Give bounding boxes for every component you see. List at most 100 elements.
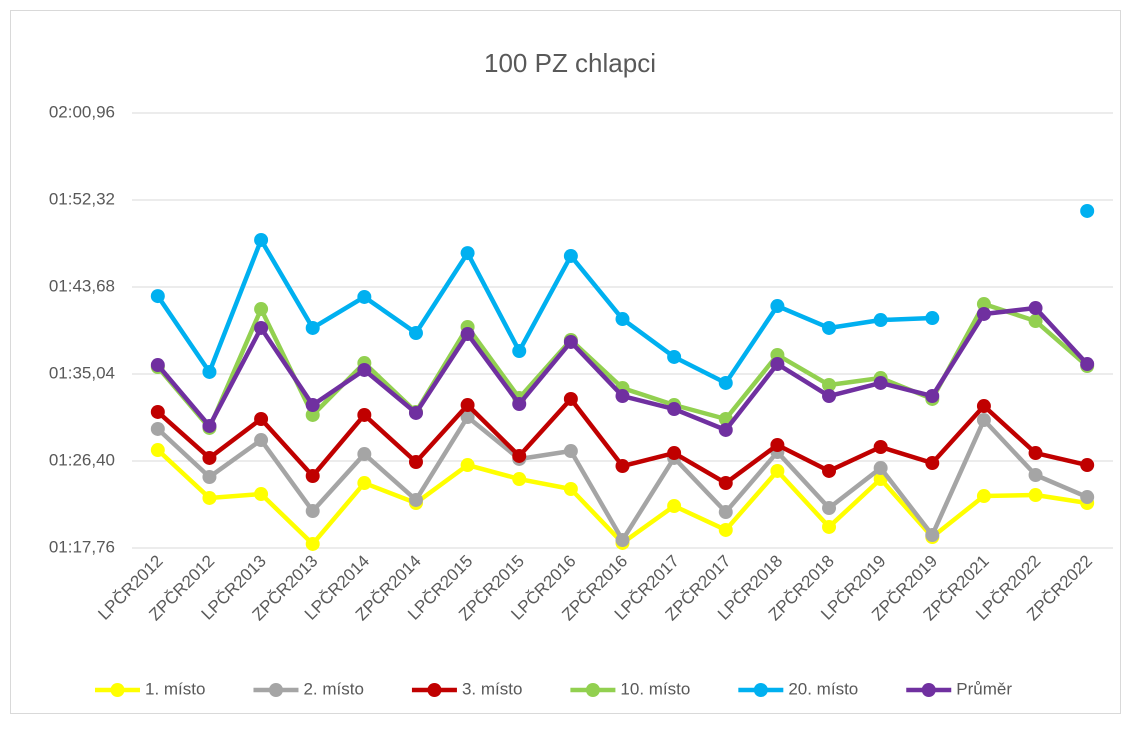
data-point <box>770 437 785 452</box>
data-point <box>718 375 733 390</box>
y-tick-label: 02:00,96 <box>49 102 115 121</box>
data-point <box>976 413 991 428</box>
data-point <box>615 459 630 474</box>
data-point <box>254 433 269 448</box>
data-point <box>202 470 217 485</box>
data-point <box>202 364 217 379</box>
legend-marker <box>921 683 936 697</box>
data-point <box>563 481 578 496</box>
data-point <box>718 476 733 491</box>
legend-label: 20. místo <box>788 679 858 698</box>
data-point <box>563 334 578 349</box>
legend-label: 2. místo <box>303 679 363 698</box>
data-point <box>563 391 578 406</box>
data-point <box>667 402 682 417</box>
data-point <box>357 476 372 491</box>
data-point <box>976 306 991 321</box>
data-point <box>254 487 269 502</box>
data-point <box>305 469 320 484</box>
data-point <box>563 248 578 263</box>
data-point <box>460 327 475 342</box>
data-point <box>460 398 475 413</box>
data-point <box>615 533 630 548</box>
y-tick-label: 01:26,40 <box>49 450 115 469</box>
data-point <box>873 313 888 328</box>
data-point <box>925 528 940 543</box>
data-point <box>305 536 320 551</box>
data-point <box>1080 490 1095 505</box>
series-line <box>155 237 933 386</box>
data-point <box>150 358 165 373</box>
data-point <box>1028 446 1043 461</box>
data-point <box>718 422 733 437</box>
data-point <box>770 357 785 372</box>
data-point <box>667 499 682 514</box>
legend-label: 3. místo <box>462 679 522 698</box>
data-point <box>822 389 837 404</box>
data-point <box>718 505 733 520</box>
data-point <box>254 232 269 247</box>
data-point <box>408 455 423 470</box>
data-point <box>460 458 475 473</box>
data-point <box>1080 357 1095 372</box>
data-point <box>150 421 165 436</box>
data-point <box>873 375 888 390</box>
data-point <box>1080 458 1095 473</box>
data-point <box>667 349 682 364</box>
data-point <box>615 389 630 404</box>
data-point <box>512 448 527 463</box>
data-point <box>873 440 888 455</box>
data-point <box>770 463 785 478</box>
data-point <box>150 443 165 458</box>
data-point <box>254 320 269 335</box>
data-point <box>305 504 320 519</box>
data-point <box>976 399 991 414</box>
data-point <box>512 344 527 359</box>
legend-marker <box>585 683 600 697</box>
data-point <box>202 450 217 465</box>
data-point <box>1028 488 1043 503</box>
data-point <box>925 311 940 326</box>
data-point <box>925 456 940 471</box>
data-point <box>615 312 630 327</box>
data-point <box>770 299 785 314</box>
data-point <box>1080 203 1095 218</box>
chart-title: 100 PZ chlapci <box>484 48 656 78</box>
data-point <box>460 409 475 424</box>
data-point <box>254 302 269 317</box>
legend-label: 1. místo <box>145 679 205 698</box>
data-point <box>305 407 320 422</box>
data-point <box>150 404 165 419</box>
data-point <box>718 522 733 537</box>
data-point <box>357 407 372 422</box>
data-point <box>512 472 527 487</box>
data-point <box>667 446 682 461</box>
data-point <box>202 490 217 505</box>
data-point <box>822 463 837 478</box>
chart-border <box>10 10 1121 714</box>
data-point <box>254 412 269 427</box>
y-tick-label: 01:35,04 <box>49 363 115 382</box>
data-point <box>976 297 991 312</box>
data-point <box>305 320 320 335</box>
data-point <box>873 461 888 476</box>
data-point <box>925 389 940 404</box>
legend-marker <box>268 683 283 697</box>
y-tick-label: 01:17,76 <box>49 537 115 556</box>
data-point <box>202 418 217 433</box>
legend-marker <box>110 683 125 697</box>
data-point <box>563 444 578 459</box>
data-point <box>357 362 372 377</box>
data-point <box>822 519 837 534</box>
legend-label: Průměr <box>956 679 1012 698</box>
legend-marker <box>753 683 768 697</box>
data-point <box>305 398 320 413</box>
legend-marker <box>427 683 442 697</box>
data-point <box>822 377 837 392</box>
data-point <box>512 397 527 412</box>
data-point <box>1028 301 1043 316</box>
legend-label: 10. místo <box>620 679 690 698</box>
data-point <box>357 289 372 304</box>
data-point <box>822 501 837 516</box>
